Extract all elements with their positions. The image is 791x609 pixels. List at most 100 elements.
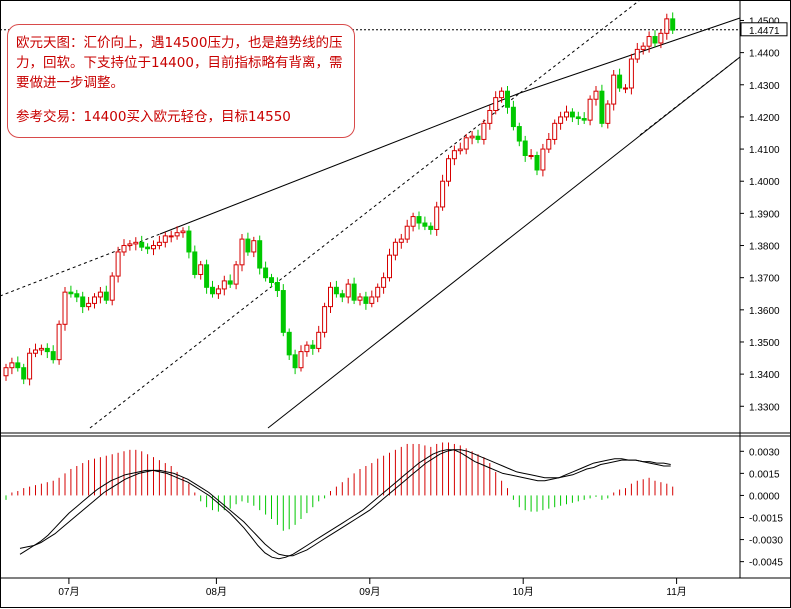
candle-body	[322, 306, 328, 333]
candle	[581, 112, 587, 124]
candle	[410, 212, 416, 232]
candle-body	[493, 97, 499, 111]
macd-tick-label: -0.0045	[749, 558, 783, 569]
price-tick-label: 1.4400	[749, 49, 780, 60]
candle-body	[552, 122, 558, 140]
candle	[599, 84, 605, 128]
candle	[487, 105, 493, 130]
candle	[251, 236, 257, 258]
candle-body	[339, 293, 345, 298]
candle-body	[457, 148, 463, 152]
candle-body	[640, 45, 646, 50]
macd-histogram	[5, 442, 674, 531]
candle-body	[263, 267, 269, 279]
candle-body	[80, 296, 86, 308]
candle	[227, 274, 233, 288]
candle	[127, 240, 133, 251]
candle	[587, 95, 593, 126]
candle-body	[133, 241, 139, 245]
candle-body	[375, 286, 381, 298]
candle-body	[310, 344, 316, 349]
candle-body	[316, 331, 322, 349]
candle-body	[109, 275, 115, 301]
upper-channel-dotted-left	[0, 233, 161, 297]
candle	[664, 13, 670, 40]
candle-body	[215, 288, 221, 295]
candle-body	[646, 36, 652, 47]
candle	[322, 302, 328, 338]
candle-body	[623, 87, 628, 90]
candle	[151, 240, 156, 256]
candle-body	[658, 32, 664, 44]
candle	[33, 343, 38, 358]
candle-body	[115, 251, 121, 277]
candle-body	[351, 283, 357, 301]
analysis-note: 欧元天图：汇价向上，遇14500压力，也是趋势线的压力，回软。下支持位于1440…	[7, 24, 355, 138]
candle-body	[233, 264, 239, 285]
mid-channel-dotted	[89, 92, 521, 429]
candle	[121, 239, 127, 256]
candle	[245, 232, 251, 256]
candle-body	[440, 180, 446, 208]
candle	[569, 108, 575, 123]
macd-panel: 0.0030 0.0015 0.0000 -0.0015 -0.0030 -0.0045	[5, 442, 783, 569]
candle-body	[564, 111, 569, 118]
signal-line	[19, 449, 671, 557]
candle	[646, 31, 652, 53]
candle	[475, 129, 481, 144]
candle	[640, 42, 646, 55]
candle	[174, 226, 180, 240]
candle	[552, 119, 558, 145]
current-price-box	[740, 22, 788, 37]
candle	[115, 246, 121, 283]
price-tick-label: 1.4000	[749, 177, 780, 188]
candle-body	[451, 150, 457, 160]
candle	[280, 284, 286, 337]
price-tick-label: 1.3900	[749, 209, 780, 220]
candle-body	[581, 118, 587, 121]
candle-body	[62, 291, 68, 325]
candle-body	[210, 286, 215, 295]
candle	[316, 325, 322, 353]
candle	[564, 105, 569, 121]
candle-body	[239, 238, 245, 266]
candle-body	[9, 362, 15, 369]
candle	[499, 87, 505, 103]
candle-body	[304, 344, 310, 353]
candle	[658, 29, 664, 49]
candle	[516, 122, 522, 147]
macd-tick-label: -0.0015	[749, 514, 783, 525]
candle	[80, 291, 86, 314]
candle-body	[168, 235, 174, 238]
candle-body	[174, 232, 180, 237]
candle	[27, 348, 33, 386]
candle-body	[257, 240, 263, 269]
candle	[56, 320, 62, 365]
candle-body	[381, 277, 387, 288]
candle	[274, 277, 280, 297]
candle-body	[469, 135, 475, 139]
candle-body	[74, 293, 80, 298]
candle	[634, 42, 640, 63]
macd-lines	[19, 449, 671, 560]
candle-body	[186, 230, 192, 253]
candle-body	[475, 135, 481, 140]
price-tick-label: 1.3800	[749, 242, 780, 253]
candle	[623, 84, 628, 94]
candle-body	[540, 148, 546, 171]
candle-body	[50, 351, 56, 361]
candle-body	[298, 351, 304, 369]
candle	[38, 344, 44, 356]
candle-body	[416, 216, 422, 224]
candle	[68, 285, 74, 298]
candle-body	[103, 291, 109, 301]
candle	[428, 222, 434, 235]
candle-body	[387, 254, 392, 279]
candle-body	[617, 74, 623, 89]
candle-body	[422, 222, 428, 227]
candle-body	[357, 296, 363, 301]
candle-body	[3, 367, 9, 377]
candle-body	[38, 347, 44, 351]
trade-advice-text: 参考交易：14400买入欧元轻仓，目标14550	[16, 109, 291, 125]
